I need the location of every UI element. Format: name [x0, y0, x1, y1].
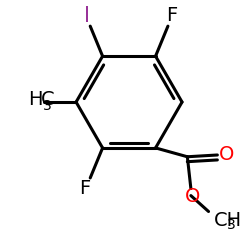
Text: CH: CH: [214, 211, 242, 230]
Text: C: C: [40, 90, 54, 109]
Text: H: H: [28, 90, 42, 109]
Text: 3: 3: [43, 100, 51, 114]
Text: F: F: [166, 6, 177, 25]
Text: O: O: [185, 187, 200, 206]
Text: O: O: [218, 146, 234, 165]
Text: I: I: [84, 6, 90, 25]
Text: 3: 3: [227, 218, 236, 232]
Text: F: F: [79, 179, 90, 198]
